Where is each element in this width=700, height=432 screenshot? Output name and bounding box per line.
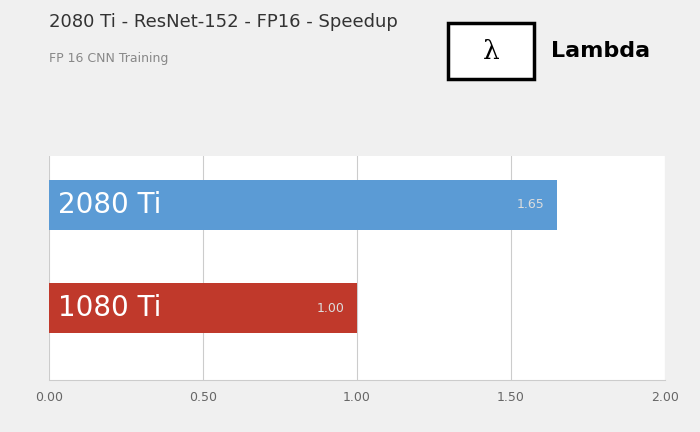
Bar [49, 180, 557, 230]
Text: λ: λ [483, 39, 500, 64]
Text: 1080 Ti: 1080 Ti [58, 294, 162, 322]
Text: 2080 Ti: 2080 Ti [58, 191, 162, 219]
Text: 1.00: 1.00 [317, 302, 344, 314]
FancyBboxPatch shape [449, 23, 534, 79]
Text: 2080 Ti - ResNet-152 - FP16 - Speedup: 2080 Ti - ResNet-152 - FP16 - Speedup [49, 13, 398, 31]
Text: 1.65: 1.65 [517, 198, 545, 212]
Bar [49, 283, 357, 333]
Text: FP 16 CNN Training: FP 16 CNN Training [49, 52, 169, 65]
Text: Lambda: Lambda [552, 41, 650, 61]
